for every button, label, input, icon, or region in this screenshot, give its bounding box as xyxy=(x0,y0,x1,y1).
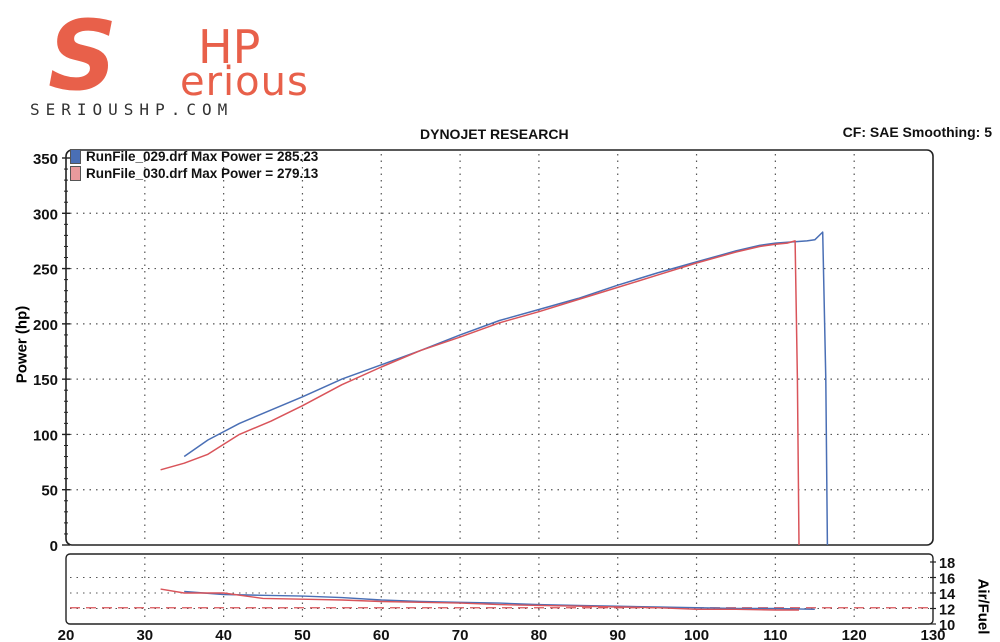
afr-series-run-029 xyxy=(184,590,815,610)
afr-y-tick-label: 16 xyxy=(939,572,955,588)
power-series-run-030 xyxy=(160,240,800,546)
afr-y-tick-label: 18 xyxy=(939,556,955,572)
logo-letter-s: S xyxy=(48,0,118,112)
power-series-run-029 xyxy=(183,231,829,546)
power-y-tick-label: 100 xyxy=(33,427,58,444)
legend-swatch-blue xyxy=(70,149,81,164)
legend-swatch-red xyxy=(70,166,81,181)
afr-plot-frame xyxy=(65,553,934,625)
power-y-tick-label: 0 xyxy=(50,538,58,555)
legend-entry-run-029: RunFile_029.drf Max Power = 285.23 xyxy=(70,148,318,165)
y-axis-title: Power (hp) xyxy=(6,300,31,400)
afr-y-tick-label: 12 xyxy=(939,603,955,619)
logo-word: erious xyxy=(180,59,309,105)
x-tick-label: 120 xyxy=(842,627,867,640)
chart-title: DYNOJET RESEARCH xyxy=(420,126,569,142)
legend-label-run-030: RunFile_030.drf Max Power = 279.13 xyxy=(86,166,319,181)
x-tick-label: 60 xyxy=(373,627,390,640)
afr-y-tick-label: 14 xyxy=(939,587,955,603)
brand-logo: S HP erious SERIOUSHP.COM xyxy=(20,8,340,123)
chart-legend: RunFile_029.drf Max Power = 285.23 RunFi… xyxy=(70,148,318,182)
x-tick-label: 110 xyxy=(763,627,787,640)
x-tick-label: 70 xyxy=(452,627,469,640)
y-axis-title-text: Power (hp) xyxy=(13,305,31,384)
x-tick-label: 40 xyxy=(215,627,232,640)
afr-axis-title: Air/Fuel xyxy=(962,579,992,636)
legend-label-run-029: RunFile_029.drf Max Power = 285.23 xyxy=(86,149,319,164)
legend-entry-run-030: RunFile_030.drf Max Power = 279.13 xyxy=(70,165,318,182)
x-tick-label: 30 xyxy=(136,627,153,640)
x-tick-label: 90 xyxy=(609,627,626,640)
afr-series-run-030 xyxy=(160,588,799,611)
x-tick-label: 130 xyxy=(920,627,945,640)
power-plot-frame xyxy=(65,149,934,546)
logo-hp: HP xyxy=(198,20,261,74)
logo-url: SERIOUSHP.COM xyxy=(30,100,234,119)
afr-axis-title-text: Air/Fuel xyxy=(974,578,992,635)
x-tick-label: 20 xyxy=(58,627,75,640)
power-y-tick-label: 350 xyxy=(33,151,58,168)
afr-y-tick-label: 10 xyxy=(939,618,955,634)
correction-settings: CF: SAE Smoothing: 5 xyxy=(842,124,992,140)
x-tick-label: 100 xyxy=(684,627,709,640)
power-y-tick-label: 250 xyxy=(33,262,58,279)
power-y-tick-label: 300 xyxy=(33,206,58,223)
x-tick-label: 80 xyxy=(531,627,548,640)
x-tick-label: 50 xyxy=(294,627,311,640)
power-y-tick-label: 150 xyxy=(33,372,58,389)
power-y-tick-label: 50 xyxy=(41,483,58,500)
power-y-tick-label: 200 xyxy=(33,317,58,334)
